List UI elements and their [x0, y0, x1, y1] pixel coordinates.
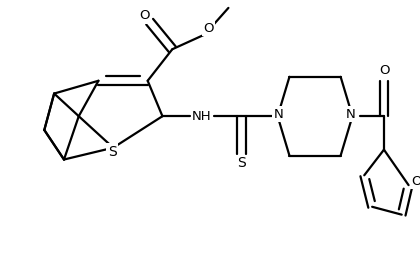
Text: O: O: [139, 9, 150, 22]
Text: S: S: [237, 156, 246, 171]
Text: O: O: [203, 22, 214, 35]
Text: NH: NH: [192, 110, 212, 123]
Text: S: S: [108, 145, 117, 159]
Text: O: O: [411, 175, 420, 188]
Text: O: O: [380, 64, 390, 77]
Text: N: N: [346, 108, 355, 121]
Text: N: N: [274, 108, 284, 121]
